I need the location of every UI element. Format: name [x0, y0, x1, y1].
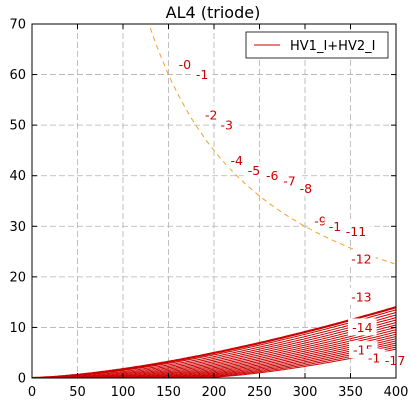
- y-tick-label: 10: [9, 321, 26, 336]
- y-tick-label: 50: [9, 119, 26, 134]
- limit-line: [149, 27, 395, 265]
- curve-label: -6: [266, 168, 279, 183]
- y-tick-label: 40: [9, 169, 26, 184]
- series-line: [32, 306, 396, 378]
- y-tick-label: 60: [9, 68, 26, 83]
- series-line: [32, 309, 396, 378]
- curve-label-bg: [341, 222, 371, 240]
- y-tick-label: 20: [9, 270, 26, 285]
- x-tick-label: 150: [156, 385, 181, 400]
- curve-label: -0: [179, 57, 192, 72]
- x-tick-label: 100: [111, 385, 136, 400]
- y-axis-ticks: 0 10 20 30 40 50 60 70: [9, 18, 396, 387]
- x-axis-ticks: 0 50 100 150 200 250 300 350 400: [28, 24, 409, 400]
- curve-label-bg: [380, 351, 410, 369]
- series-line: [32, 329, 396, 378]
- curve-label-bg: [216, 116, 238, 134]
- curve-label: -7: [283, 173, 295, 188]
- series-line: [32, 326, 396, 378]
- curve-label-bg: [363, 348, 385, 366]
- x-tick-label: 400: [384, 385, 409, 400]
- chart-title: AL4 (triode): [166, 3, 261, 22]
- curve-label-bg: [243, 161, 265, 179]
- curve-label: -2: [205, 108, 217, 123]
- curve-label-bg: [347, 250, 376, 268]
- curve-label-bg: [295, 179, 317, 197]
- series-line: [32, 324, 396, 378]
- curve-label-bg: [279, 171, 301, 189]
- series-line: [32, 331, 396, 378]
- curve-labels: -0-1-2-3-4-5 -6 -7-8-9 -1 -11-12-13-14-15-1-…: [174, 55, 410, 369]
- curve-label: -1: [196, 67, 208, 82]
- y-tick-label: 0: [18, 372, 26, 387]
- y-tick-label: 70: [9, 18, 26, 33]
- x-tick-label: 0: [28, 385, 36, 400]
- curve-label-bg: [261, 166, 283, 184]
- y-tick-label: 30: [9, 220, 26, 235]
- curve-label: -4: [231, 153, 244, 168]
- series-line: [32, 336, 396, 378]
- curve-label: -17: [385, 353, 405, 368]
- curve-label: -13: [351, 290, 371, 305]
- curve-label-bg: [226, 151, 248, 169]
- curve-label-bg: [348, 318, 377, 336]
- curve-label: -11: [346, 224, 366, 239]
- curve-label: -5: [248, 163, 260, 178]
- x-tick-label: 250: [247, 385, 272, 400]
- series-line: [32, 317, 396, 378]
- series-line: [32, 311, 396, 378]
- curve-label: -14: [352, 320, 372, 335]
- curve-label-bg: [347, 288, 376, 306]
- legend-entry: HV1_I+HV2_I: [290, 39, 375, 54]
- curve-label: -9: [314, 214, 327, 229]
- x-tick-label: 350: [338, 385, 363, 400]
- curve-label: -1: [368, 350, 380, 365]
- x-tick-label: 50: [69, 385, 86, 400]
- curve-label-bg: [191, 65, 213, 83]
- curve-label-bg: [324, 217, 346, 235]
- curve-label: -3: [221, 118, 233, 133]
- grid-lines: [32, 24, 396, 378]
- curve-label-bg: [174, 55, 196, 73]
- series-line: [32, 338, 396, 378]
- curve-label: -1: [329, 219, 341, 234]
- x-tick-label: 200: [202, 385, 227, 400]
- series-line: [32, 333, 396, 378]
- curve-label: -12: [351, 252, 371, 267]
- x-tick-label: 300: [293, 385, 318, 400]
- legend: HV1_I+HV2_I: [245, 31, 389, 59]
- curve-label: -8: [300, 181, 313, 196]
- series-line: [32, 314, 396, 378]
